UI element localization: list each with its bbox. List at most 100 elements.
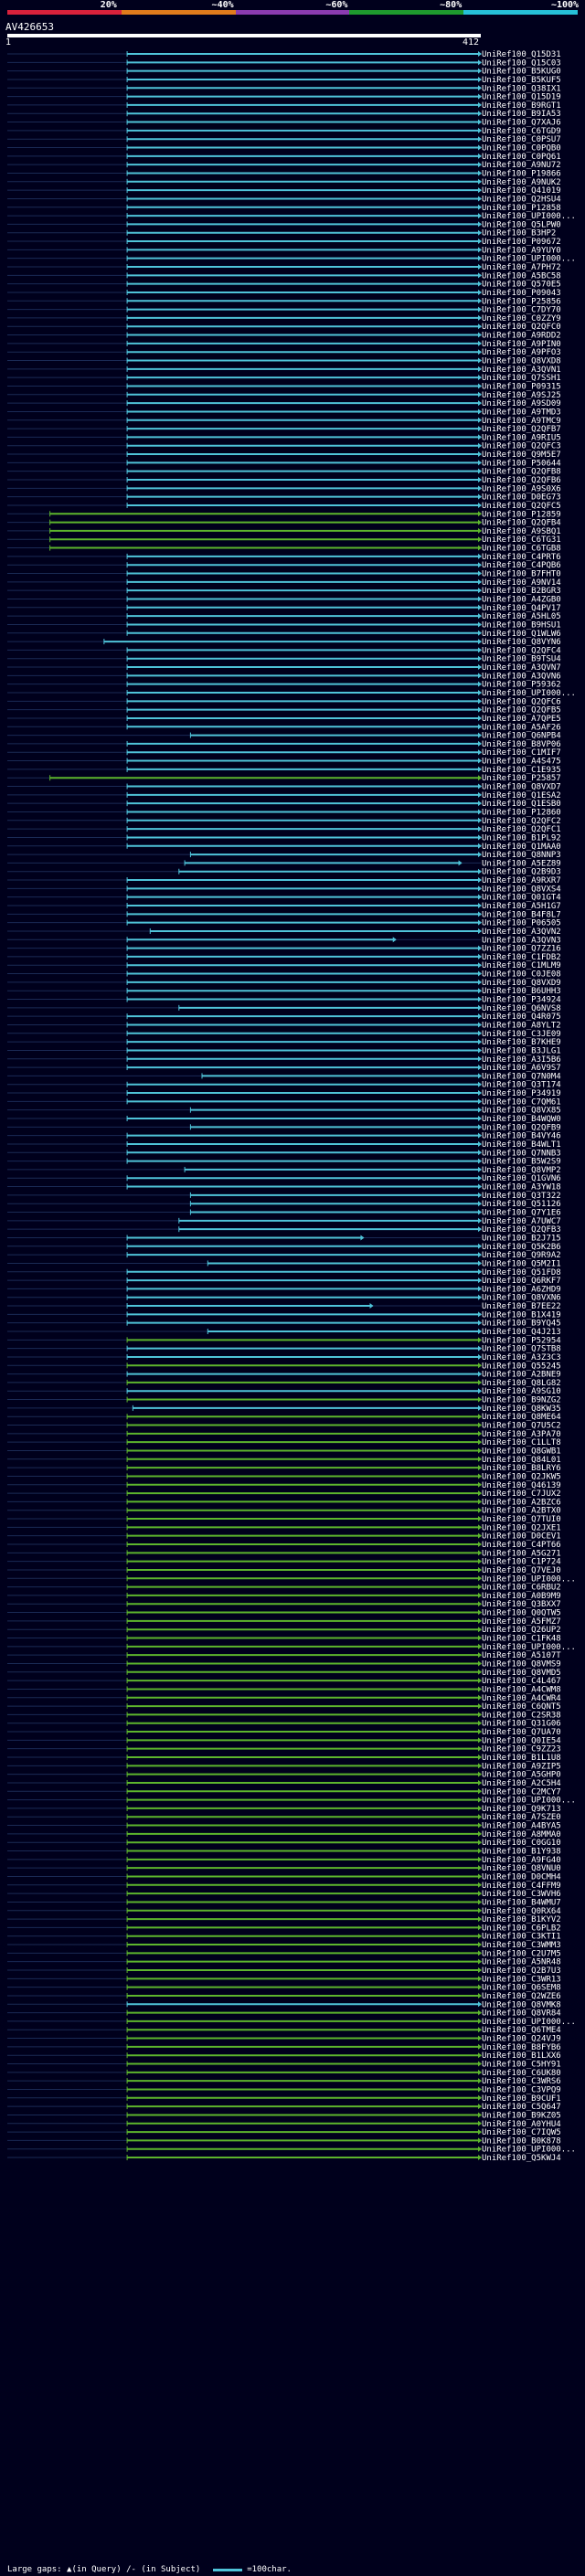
hit-label[interactable]: UniRef100_Q6NVS8 — [482, 1004, 561, 1013]
hit-row[interactable]: UniRef100_Q570E5 — [7, 281, 561, 290]
hit-label[interactable]: UniRef100_Q2QFC6 — [482, 697, 561, 706]
hit-label[interactable]: UniRef100_B1X419 — [482, 1310, 561, 1320]
hit-row[interactable]: UniRef100_UPI000... — [7, 2146, 576, 2155]
hit-row[interactable]: UniRef100_P12859 — [7, 510, 561, 519]
hit-row[interactable]: UniRef100_UPI000... — [7, 1643, 576, 1652]
hit-label[interactable]: UniRef100_P59362 — [482, 681, 561, 690]
hit-row[interactable]: UniRef100_C4PQB6 — [7, 561, 561, 570]
hit-row[interactable]: UniRef100_A9NUK2 — [7, 178, 561, 187]
hit-label[interactable]: UniRef100_Q8VX85 — [482, 1107, 561, 1116]
hit-row[interactable]: UniRef100_Q2QFC6 — [7, 697, 561, 706]
hit-label[interactable]: UniRef100_Q6NPB4 — [482, 732, 561, 741]
hit-row[interactable]: UniRef100_Q1WLW6 — [7, 630, 561, 639]
hit-label[interactable]: UniRef100_C0PQ61 — [482, 153, 561, 162]
hit-label[interactable]: UniRef100_C9ZZ23 — [482, 1745, 561, 1754]
hit-row[interactable]: UniRef100_C9ZZ23 — [7, 1745, 561, 1754]
hit-label[interactable]: UniRef100_B7EE22 — [482, 1302, 561, 1311]
hit-row[interactable]: UniRef100_C1FK48 — [7, 1635, 561, 1644]
hit-row[interactable]: UniRef100_Q5M2I1 — [7, 1259, 561, 1268]
hit-row[interactable]: UniRef100_Q3BXX7 — [7, 1600, 561, 1609]
hit-label[interactable]: UniRef100_Q2QFB6 — [482, 476, 561, 485]
hit-row[interactable]: UniRef100_C7DY70 — [7, 306, 561, 315]
hit-label[interactable]: UniRef100_A5G271 — [482, 1549, 561, 1558]
hit-label[interactable]: UniRef100_C6PLB2 — [482, 1924, 561, 1933]
hit-label[interactable]: UniRef100_Q9M5E7 — [482, 451, 561, 460]
hit-row[interactable]: UniRef100_B8FYB6 — [7, 2043, 561, 2052]
hit-row[interactable]: UniRef100_Q7NNB3 — [7, 1149, 561, 1158]
hit-label[interactable]: UniRef100_A5H1G7 — [482, 902, 561, 911]
hit-label[interactable]: UniRef100_Q2B7U3 — [482, 1966, 561, 1976]
hit-label[interactable]: UniRef100_C3WR13 — [482, 1975, 561, 1984]
hit-label[interactable]: UniRef100_A9FG40 — [482, 1856, 561, 1865]
hit-row[interactable]: UniRef100_Q01GT4 — [7, 894, 561, 903]
hit-label[interactable]: UniRef100_P12858 — [482, 204, 561, 213]
hit-row[interactable]: UniRef100_B5W2S9 — [7, 1158, 561, 1167]
hit-label[interactable]: UniRef100_C1LLT8 — [482, 1438, 561, 1447]
hit-label[interactable]: UniRef100_D0EG73 — [482, 493, 561, 503]
hit-label[interactable]: UniRef100_A9TMD3 — [482, 408, 561, 417]
hit-row[interactable]: UniRef100_Q9M5E7 — [7, 451, 561, 460]
hit-row[interactable]: UniRef100_A3QVN2 — [7, 928, 561, 937]
hit-row[interactable]: UniRef100_Q8VXD8 — [7, 357, 561, 366]
hit-label[interactable]: UniRef100_P34919 — [482, 1089, 561, 1098]
hit-label[interactable]: UniRef100_Q5LPW0 — [482, 220, 561, 229]
hit-row[interactable]: UniRef100_Q2QFC4 — [7, 646, 561, 655]
hit-label[interactable]: UniRef100_Q5KWJ4 — [482, 2154, 561, 2163]
hit-label[interactable]: UniRef100_C4PQB6 — [482, 561, 561, 570]
hit-row[interactable]: UniRef100_Q4J213 — [7, 1328, 561, 1337]
hit-row[interactable]: UniRef100_A7SZE0 — [7, 1813, 561, 1822]
hit-row[interactable]: UniRef100_C0PQ61 — [7, 153, 561, 162]
hit-row[interactable]: UniRef100_A4ZGB0 — [7, 595, 561, 604]
hit-label[interactable]: UniRef100_B4WQW0 — [482, 1115, 561, 1124]
hit-row[interactable]: UniRef100_Q2QFB5 — [7, 706, 561, 716]
hit-label[interactable]: UniRef100_A9RDD2 — [482, 332, 561, 341]
hit-row[interactable]: UniRef100_Q8VXN6 — [7, 1294, 561, 1303]
hit-label[interactable]: UniRef100_Q01GT4 — [482, 894, 561, 903]
hit-label[interactable]: UniRef100_C3WMM3 — [482, 1941, 561, 1950]
hit-label[interactable]: UniRef100_Q0IE54 — [482, 1736, 561, 1745]
hit-label[interactable]: UniRef100_P06505 — [482, 919, 561, 928]
hit-row[interactable]: UniRef100_Q6NPB4 — [7, 732, 561, 741]
hit-label[interactable]: UniRef100_Q0RX64 — [482, 1907, 561, 1916]
hit-label[interactable]: UniRef100_Q7NNB3 — [482, 1149, 561, 1158]
hit-label[interactable]: UniRef100_A9SBQ1 — [482, 527, 561, 536]
hit-row[interactable]: UniRef100_A2BZC6 — [7, 1498, 561, 1507]
hit-row[interactable]: UniRef100_P50644 — [7, 459, 561, 468]
hit-row[interactable]: UniRef100_A5NR48 — [7, 1958, 561, 1967]
hit-label[interactable]: UniRef100_Q8VXD9 — [482, 979, 561, 988]
hit-label[interactable]: UniRef100_B7KHE9 — [482, 1038, 561, 1047]
hit-label[interactable]: UniRef100_C6UK80 — [482, 2069, 561, 2078]
hit-row[interactable]: UniRef100_C0PQB0 — [7, 144, 561, 154]
hit-row[interactable]: UniRef100_A5FMZ7 — [7, 1617, 561, 1627]
hit-row[interactable]: UniRef100_D0CMH4 — [7, 1872, 561, 1882]
hit-label[interactable]: UniRef100_B3HP2 — [482, 229, 556, 239]
hit-label[interactable]: UniRef100_Q2HSU4 — [482, 195, 561, 204]
hit-label[interactable]: UniRef100_Q2JXE1 — [482, 1523, 561, 1532]
hit-row[interactable]: UniRef100_Q0IE54 — [7, 1736, 561, 1745]
hit-row[interactable]: UniRef100_Q8VMK8 — [7, 2000, 561, 2009]
hit-row[interactable]: UniRef100_Q8ME64 — [7, 1413, 561, 1422]
hit-row[interactable]: UniRef100_A6V9S7 — [7, 1064, 561, 1073]
hit-row[interactable]: UniRef100_D0EG73 — [7, 493, 561, 503]
hit-row[interactable]: UniRef100_Q1GVN6 — [7, 1174, 561, 1183]
hit-label[interactable]: UniRef100_Q1GVN6 — [482, 1174, 561, 1183]
hit-row[interactable]: UniRef100_A9TMC9 — [7, 417, 561, 426]
hit-row[interactable]: UniRef100_Q7SSH1 — [7, 374, 561, 383]
hit-label[interactable]: UniRef100_C1P724 — [482, 1558, 561, 1567]
hit-label[interactable]: UniRef100_B7FHT0 — [482, 570, 561, 579]
hit-row[interactable]: UniRef100_P59362 — [7, 681, 561, 690]
hit-row[interactable]: UniRef100_A2BTX0 — [7, 1507, 561, 1516]
hit-row[interactable]: UniRef100_P19866 — [7, 169, 561, 178]
hit-label[interactable]: UniRef100_UPI000... — [482, 1574, 576, 1584]
hit-label[interactable]: UniRef100_B5KUF5 — [482, 76, 561, 85]
hit-label[interactable]: UniRef100_Q15D19 — [482, 93, 561, 102]
hit-label[interactable]: UniRef100_A5GHP0 — [482, 1771, 561, 1780]
hit-row[interactable]: UniRef100_Q3T174 — [7, 1081, 561, 1090]
hit-label[interactable]: UniRef100_Q8VR84 — [482, 2009, 561, 2019]
hit-row[interactable]: UniRef100_B4WMU7 — [7, 1898, 561, 1907]
hit-row[interactable]: UniRef100_B4VY46 — [7, 1132, 561, 1141]
hit-label[interactable]: UniRef100_A4CWR4 — [482, 1694, 561, 1703]
hit-label[interactable]: UniRef100_C2U7M5 — [482, 1949, 561, 1958]
hit-row[interactable]: UniRef100_A7PH72 — [7, 263, 561, 272]
hit-label[interactable]: UniRef100_Q7N0M4 — [482, 1072, 561, 1081]
